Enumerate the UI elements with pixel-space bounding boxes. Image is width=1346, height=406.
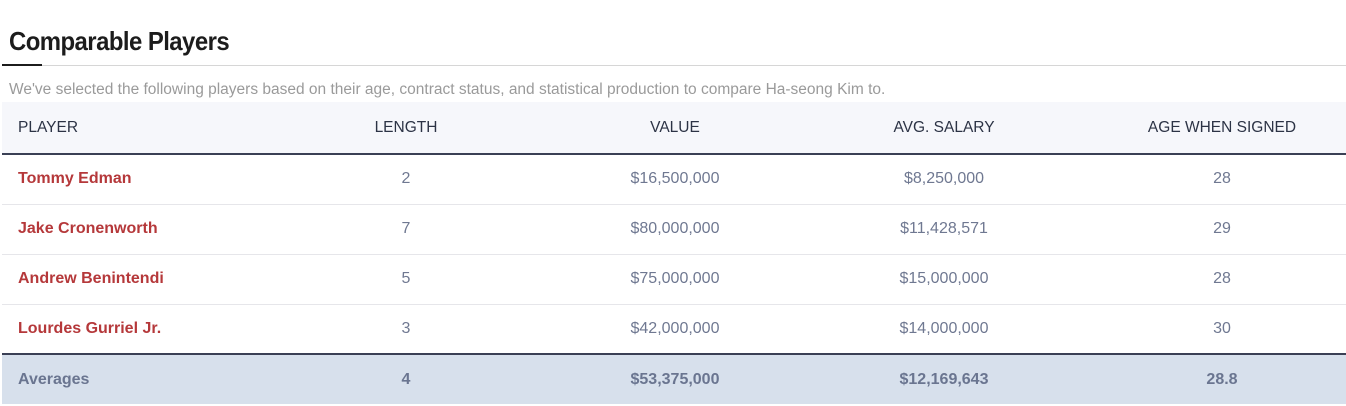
avg-salary-cell: $14,000,000 xyxy=(899,319,989,337)
section-description: We've selected the following players bas… xyxy=(9,81,886,98)
title-divider xyxy=(2,65,1346,66)
length-cell: 2 xyxy=(401,170,411,188)
length-cell: 5 xyxy=(401,270,411,287)
column-header-age-when-signed[interactable]: AGE WHEN SIGNED xyxy=(1098,102,1346,155)
table-row: Tommy Edman 2 $16,500,000 $8,250,000 28 xyxy=(2,154,1346,204)
table-row: Lourdes Gurriel Jr. 3 $42,000,000 $14,00… xyxy=(2,304,1346,354)
averages-value: $53,375,000 xyxy=(630,370,720,388)
player-link[interactable]: Tommy Edman xyxy=(18,170,132,188)
avg-salary-cell: $8,250,000 xyxy=(903,170,985,188)
table-header-row: PLAYER LENGTH VALUE AVG. SALARY AGE WHEN… xyxy=(2,102,1346,155)
table-row: Andrew Benintendi 5 $75,000,000 $15,000,… xyxy=(2,254,1346,304)
length-cell: 3 xyxy=(401,319,411,337)
averages-label: Averages xyxy=(18,370,90,388)
column-header-avg-salary[interactable]: AVG. SALARY xyxy=(790,102,1098,155)
age-cell: 30 xyxy=(1213,319,1231,337)
value-cell: $75,000,000 xyxy=(630,270,720,287)
averages-length: 4 xyxy=(401,370,411,388)
averages-age: 28.8 xyxy=(1206,370,1238,388)
value-cell: $16,500,000 xyxy=(630,170,720,188)
player-link[interactable]: Andrew Benintendi xyxy=(18,270,164,287)
comparable-players-table: PLAYER LENGTH VALUE AVG. SALARY AGE WHEN… xyxy=(2,102,1346,404)
value-cell: $80,000,000 xyxy=(630,220,720,237)
avg-salary-cell: $15,000,000 xyxy=(899,270,989,287)
player-link[interactable]: Jake Cronenworth xyxy=(18,220,158,237)
column-header-player[interactable]: PLAYER xyxy=(2,102,252,155)
length-cell: 7 xyxy=(401,220,411,237)
avg-salary-cell: $11,428,571 xyxy=(900,220,988,237)
table-row: Jake Cronenworth 7 $80,000,000 $11,428,5… xyxy=(2,204,1346,254)
value-cell: $42,000,000 xyxy=(630,319,720,337)
age-cell: 29 xyxy=(1213,220,1231,237)
averages-row: Averages 4 $53,375,000 $12,169,643 28.8 xyxy=(2,354,1346,404)
column-header-length[interactable]: LENGTH xyxy=(252,102,560,155)
averages-avg-salary: $12,169,643 xyxy=(899,370,989,388)
title-accent-bar xyxy=(2,64,42,66)
column-header-value[interactable]: VALUE xyxy=(560,102,790,155)
age-cell: 28 xyxy=(1213,170,1231,188)
player-link[interactable]: Lourdes Gurriel Jr. xyxy=(18,319,162,337)
age-cell: 28 xyxy=(1213,270,1231,287)
section-title: Comparable Players xyxy=(9,26,230,56)
